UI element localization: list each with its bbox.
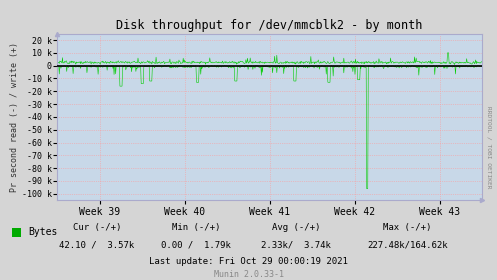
Text: Bytes: Bytes — [28, 227, 58, 237]
Text: Munin 2.0.33-1: Munin 2.0.33-1 — [214, 270, 283, 279]
Text: RRDTOOL / TOBI OETIKER: RRDTOOL / TOBI OETIKER — [487, 106, 492, 189]
Text: 42.10 /  3.57k: 42.10 / 3.57k — [59, 241, 135, 250]
Text: Min (-/+): Min (-/+) — [172, 223, 221, 232]
Text: Avg (-/+): Avg (-/+) — [271, 223, 320, 232]
Text: Cur (-/+): Cur (-/+) — [73, 223, 121, 232]
Y-axis label: Pr second read (-) / write (+): Pr second read (-) / write (+) — [10, 42, 19, 192]
Title: Disk throughput for /dev/mmcblk2 - by month: Disk throughput for /dev/mmcblk2 - by mo… — [116, 19, 423, 32]
Text: 0.00 /  1.79k: 0.00 / 1.79k — [162, 241, 231, 250]
Text: Last update: Fri Oct 29 00:00:19 2021: Last update: Fri Oct 29 00:00:19 2021 — [149, 257, 348, 266]
Text: 227.48k/164.62k: 227.48k/164.62k — [367, 241, 448, 250]
Text: 2.33k/  3.74k: 2.33k/ 3.74k — [261, 241, 331, 250]
Text: Max (-/+): Max (-/+) — [383, 223, 432, 232]
